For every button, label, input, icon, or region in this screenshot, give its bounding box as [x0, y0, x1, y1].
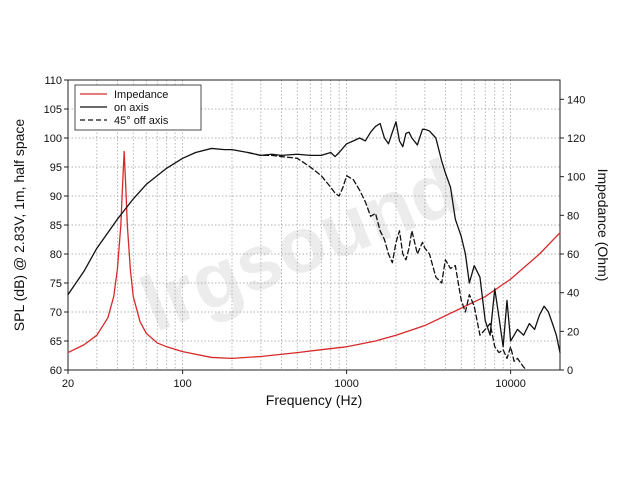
y-tick-label: 85 — [50, 220, 62, 232]
x-tick-label: 20 — [62, 378, 74, 390]
y-tick-label: 90 — [50, 191, 62, 203]
y2-tick-label: 120 — [567, 133, 585, 145]
watermark: lrgsound — [129, 142, 471, 349]
y-tick-label: 65 — [50, 336, 62, 348]
y-tick-label: 95 — [50, 162, 62, 174]
y2-tick-label: 0 — [567, 365, 573, 377]
series-line-45-off-axis — [247, 151, 528, 371]
y2-tick-label: 140 — [567, 94, 585, 106]
x-tick-label: 100 — [173, 378, 191, 390]
legend-label-impedance: Impedance — [114, 89, 168, 101]
x-tick-label: 1000 — [334, 378, 358, 390]
series-line-on-axis — [67, 121, 561, 354]
y2-tick-label: 20 — [567, 326, 579, 338]
x-axis-title: Frequency (Hz) — [266, 392, 362, 408]
legend-label-off-axis: 45° off axis — [114, 115, 169, 127]
grid — [68, 80, 560, 370]
y2-tick-label: 100 — [567, 172, 585, 184]
y2-tick-label: 80 — [567, 210, 579, 222]
series-group — [67, 121, 561, 371]
legend: Impedance on axis 45° off axis — [74, 84, 202, 131]
y-tick-label: 105 — [44, 104, 62, 116]
legend-label-on-axis: on axis — [114, 102, 149, 114]
y-tick-label: 80 — [50, 249, 62, 261]
axis-ticks: 60 65 70 75 80 85 90 95 100 105 110 0 20 40 60 80 100 120… — [44, 75, 586, 390]
y-axis-title: SPL (dB) @ 2.83V, 1m, half space — [11, 119, 27, 332]
y-tick-label: 100 — [44, 133, 62, 145]
series-line-impedance — [67, 150, 561, 360]
y-tick-label: 60 — [50, 365, 62, 377]
y-tick-label: 110 — [44, 75, 62, 87]
y-tick-label: 75 — [50, 278, 62, 290]
y-tick-label: 70 — [50, 307, 62, 319]
y2-tick-label: 40 — [567, 288, 579, 300]
x-tick-label: 10000 — [495, 378, 526, 390]
y2-tick-label: 60 — [567, 249, 579, 261]
y2-axis-title: Impedance (Ohm) — [595, 169, 611, 282]
